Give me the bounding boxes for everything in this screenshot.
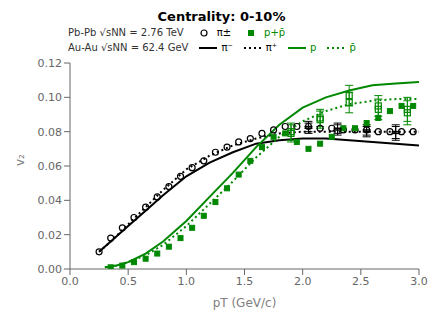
svg-text:3.0: 3.0 bbox=[410, 275, 428, 288]
svg-text:2.0: 2.0 bbox=[294, 275, 312, 288]
svg-text:1.5: 1.5 bbox=[236, 275, 254, 288]
svg-text:0.04: 0.04 bbox=[38, 194, 63, 207]
svg-text:0.08: 0.08 bbox=[38, 126, 63, 139]
html-text:Au-Au √sNN = 62.4 GeV: Au-Au √sNN = 62.4 GeV bbox=[68, 42, 189, 53]
svg-text:0.5: 0.5 bbox=[119, 275, 137, 288]
svg-text:0.12: 0.12 bbox=[38, 57, 63, 70]
html-text:Centrality: 0-10%: Centrality: 0-10% bbox=[157, 9, 286, 24]
html-text:p: p bbox=[310, 42, 317, 53]
svg-text:pT (GeV/c): pT (GeV/c) bbox=[213, 296, 277, 310]
svg-text:0.00: 0.00 bbox=[38, 263, 63, 276]
html-text:π⁻: π⁻ bbox=[221, 42, 233, 53]
svg-text:0.06: 0.06 bbox=[38, 160, 63, 173]
html-text:p̄: p̄ bbox=[349, 42, 356, 53]
svg-text:0.02: 0.02 bbox=[38, 229, 63, 242]
html-text:Pb-Pb √sNN = 2.76 TeV: Pb-Pb √sNN = 2.76 TeV bbox=[68, 27, 184, 38]
svg-text:0.10: 0.10 bbox=[38, 91, 63, 104]
html-text:p+p̄: p+p̄ bbox=[264, 27, 286, 38]
svg-text:0.0: 0.0 bbox=[61, 275, 79, 288]
svg-text:1.0: 1.0 bbox=[178, 275, 196, 288]
html-text:π±: π± bbox=[216, 27, 232, 38]
svg-text:v₂: v₂ bbox=[13, 154, 27, 166]
html-text:π⁺: π⁺ bbox=[265, 42, 277, 53]
svg-text:2.5: 2.5 bbox=[352, 275, 370, 288]
